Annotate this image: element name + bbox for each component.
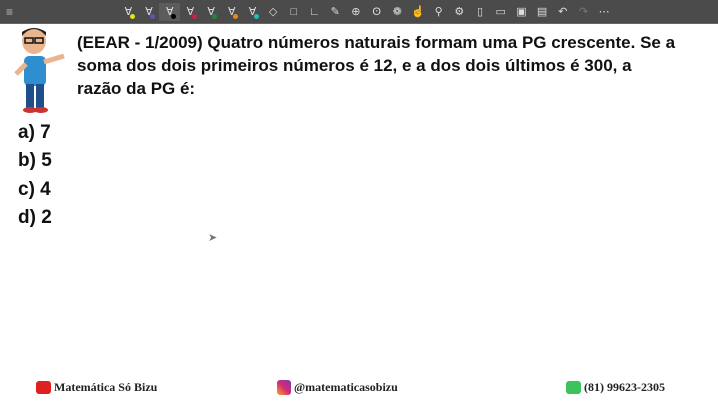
color-dot — [171, 14, 177, 19]
hand-icon[interactable]: ☝ — [411, 6, 425, 18]
color-dot — [212, 14, 218, 19]
open-folder-icon[interactable]: ▭ — [495, 6, 506, 18]
pen-icon[interactable]: ∀ — [242, 3, 263, 21]
color-dot — [233, 14, 239, 19]
mascot-avatar — [14, 28, 65, 113]
target-icon[interactable]: ⊕ — [351, 6, 361, 18]
mouse-cursor-icon: ➤ — [208, 232, 218, 244]
color-dot — [191, 14, 197, 19]
palette-icon[interactable]: ❁ — [392, 6, 402, 18]
whatsapp-icon — [566, 381, 581, 394]
color-dot — [150, 14, 156, 19]
whatsapp-label: (81) 99623-2305 — [584, 380, 665, 394]
pen-icon[interactable]: ∀ — [159, 3, 181, 21]
lasso-icon[interactable]: ʘ — [372, 6, 381, 18]
instagram-label: @matematicasobizu — [294, 380, 398, 394]
toolbar: ≡ ∀ ∀ ∀ ∀ ∀ ∀ ∀ ◇ □ ∟ ✎ ⊕ ʘ ❁ ☝ ⚲ ⚙ ▯ ▭ ▣ ▤ ↶ ↷ ⋯ — [0, 0, 718, 24]
settings-icon[interactable]: ⚙ — [454, 6, 465, 18]
pen-icon[interactable]: ∀ — [139, 3, 160, 21]
instagram-handle: @matematicasobizu — [277, 380, 398, 395]
youtube-channel: Matemática Só Bizu — [36, 380, 157, 395]
eraser-icon[interactable]: ◇ — [268, 6, 278, 18]
option-d: d) 2 — [18, 207, 52, 228]
question-text: (EEAR - 1/2009) Quatro números naturais … — [77, 33, 676, 98]
new-page-icon[interactable]: ▯ — [477, 6, 484, 18]
youtube-label: Matemática Só Bizu — [54, 380, 158, 394]
youtube-icon — [36, 381, 51, 394]
pen-icon[interactable]: ∀ — [180, 3, 201, 21]
color-dot — [129, 14, 135, 19]
pencil-icon[interactable]: ✎ — [330, 6, 340, 18]
more-icon[interactable]: ⋯ — [598, 6, 610, 18]
option-c: c) 4 — [18, 179, 51, 200]
clipboard-icon[interactable]: ▤ — [536, 6, 548, 18]
redo-icon[interactable]: ↷ — [578, 6, 589, 18]
option-b: b) 5 — [18, 150, 52, 171]
undo-icon[interactable]: ↶ — [558, 6, 568, 18]
pen-icon[interactable]: ∀ — [201, 3, 222, 21]
instagram-icon — [277, 380, 291, 395]
save-icon[interactable]: ▣ — [516, 6, 527, 18]
option-a: a) 7 — [18, 122, 51, 143]
tool-group: ∀ ∀ ∀ ∀ ∀ ∀ ∀ ◇ □ ∟ ✎ ⊕ ʘ ❁ ☝ ⚲ ⚙ ▯ ▭ ▣ ▤ ↶ ↷ ⋯ — [118, 3, 615, 21]
zoom-icon[interactable]: ⚲ — [434, 6, 443, 18]
pen-icon[interactable]: ∀ — [118, 3, 139, 21]
hamburger-icon[interactable]: ≡ — [6, 5, 14, 19]
rectangle-icon[interactable]: □ — [290, 6, 298, 18]
pen-icon[interactable]: ∀ — [221, 3, 242, 21]
color-dot — [253, 14, 259, 19]
axes-icon[interactable]: ∟ — [309, 6, 320, 18]
whatsapp-number: (81) 99623-2305 — [566, 380, 665, 395]
